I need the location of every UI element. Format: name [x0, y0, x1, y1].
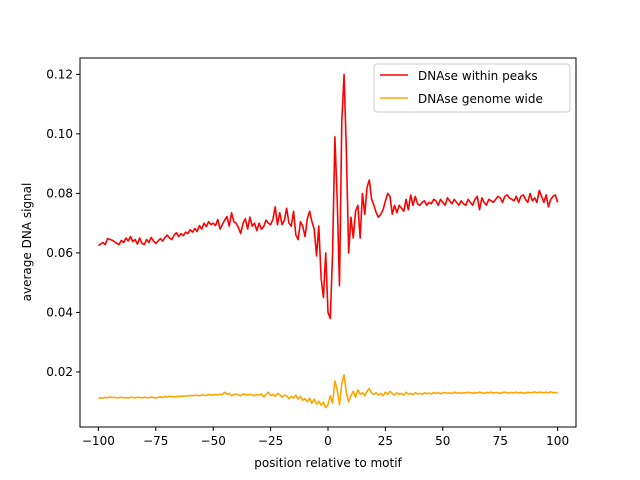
y-tick-label: 0.06 — [46, 246, 73, 260]
y-axis: 0.02 0.04 0.06 0.08 0.10 0.12 — [46, 67, 80, 379]
y-tick-label: 0.04 — [46, 305, 73, 319]
legend: DNAse within peaks DNAse genome wide — [373, 63, 571, 113]
y-tick-label: 0.12 — [46, 67, 73, 81]
legend-box — [373, 63, 571, 113]
x-tick-label: −25 — [258, 434, 283, 448]
x-tick-label: 75 — [493, 434, 508, 448]
x-tick-label: −100 — [82, 434, 115, 448]
series-layer — [97, 73, 559, 409]
y-tick-label: 0.10 — [46, 127, 73, 141]
y-tick-label: 0.08 — [46, 186, 73, 200]
y-tick-label: 0.02 — [46, 365, 73, 379]
x-tick-label: −75 — [143, 434, 168, 448]
x-tick-label: −50 — [201, 434, 226, 448]
x-axis-label: position relative to motif — [254, 456, 402, 470]
legend-label-genome-wide: DNAse genome wide — [418, 92, 543, 106]
y-axis-label: average DNA signal — [20, 183, 34, 302]
x-tick-label: 25 — [378, 434, 393, 448]
x-tick-label: 0 — [324, 434, 332, 448]
legend-label-within-peaks: DNAse within peaks — [418, 69, 538, 83]
series-line-1 — [98, 374, 558, 409]
x-tick-label: 50 — [435, 434, 450, 448]
series-line-0 — [97, 73, 559, 320]
x-axis: −100 −75 −50 −25 0 25 50 75 100 — [82, 427, 569, 448]
x-tick-label: 100 — [546, 434, 569, 448]
